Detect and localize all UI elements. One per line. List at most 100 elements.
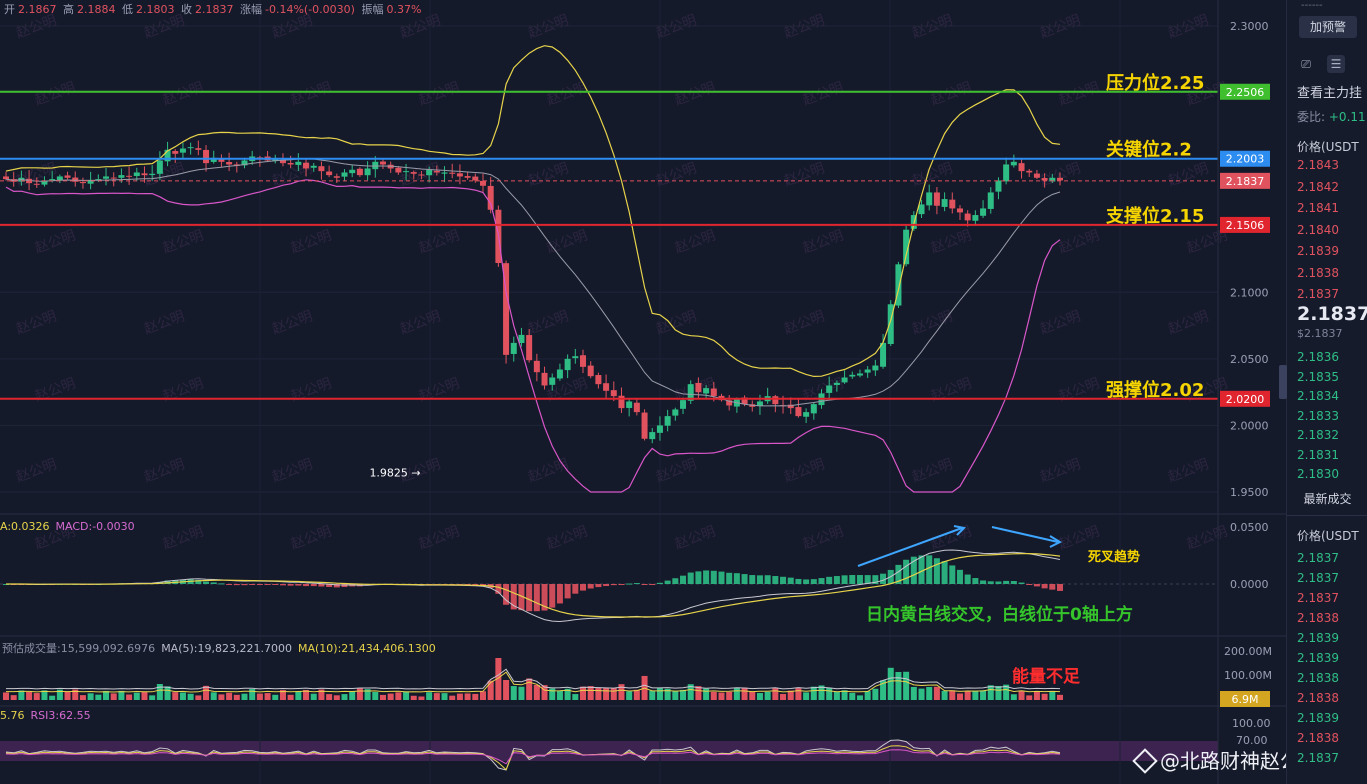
candle-body	[195, 148, 202, 150]
bollinger-upper-line	[5, 45, 1061, 378]
macd-histogram-bar	[695, 571, 702, 584]
volume-bar	[533, 684, 540, 700]
volume-bar	[95, 694, 102, 700]
volume-bar	[326, 694, 333, 700]
volume-ma5-line	[6, 668, 1061, 690]
volume-bar	[980, 690, 987, 700]
volume-bar	[126, 694, 133, 700]
volume-bar	[718, 692, 725, 700]
bid-price: 2.1835	[1297, 369, 1339, 384]
macd-histogram-bar	[772, 576, 779, 584]
volume-bar	[456, 693, 463, 700]
volume-bar	[580, 686, 587, 700]
trade-price: 2.1837	[1297, 751, 1339, 765]
candle-body	[810, 404, 817, 414]
macd-legend: A:0.0326 MACD:-0.0030	[0, 520, 135, 533]
trend-arrow	[991, 526, 1059, 543]
depth-title[interactable]: 查看主力挂	[1297, 86, 1363, 101]
bid-price: 2.1836	[1297, 350, 1339, 364]
volume-bar	[964, 691, 971, 700]
candle-body	[580, 355, 587, 367]
macd-histogram-bar	[533, 584, 540, 612]
volume-bar	[164, 686, 171, 700]
volume-bar	[895, 672, 902, 700]
volume-bar	[995, 685, 1002, 700]
candle-body	[487, 185, 494, 210]
macd-histogram-bar	[664, 580, 671, 584]
macd-tick-label: 0.0000	[1230, 578, 1269, 591]
level-label: 压力位2.25	[1106, 72, 1204, 94]
volume-bar	[187, 693, 194, 700]
candle-body	[626, 401, 633, 408]
macd-histogram-bar	[264, 584, 271, 585]
volume-annotation: 能量不足	[1012, 666, 1080, 687]
volume-bar	[956, 693, 963, 700]
candle-body	[726, 400, 733, 406]
volume-bar	[264, 693, 271, 700]
macd-histogram-bar	[518, 584, 525, 611]
macd-histogram-bar	[672, 578, 679, 584]
volume-legend: 预估成交量:15,599,092.6976 MA(5):19,823,221.70…	[2, 642, 436, 655]
macd-histogram-bar	[495, 584, 502, 594]
volume-bar	[618, 684, 625, 700]
macd-histogram-bar	[572, 584, 579, 594]
candle-body	[64, 175, 71, 178]
candle-body	[479, 180, 486, 186]
volume-bar	[487, 680, 494, 700]
latest-trades-tab[interactable]: 最新成交	[1303, 492, 1352, 506]
volume-bar	[233, 694, 240, 700]
collapse-handle[interactable]	[1279, 365, 1287, 399]
price-chart[interactable]: 2.30002.25002.20002.15002.10002.05002.00…	[0, 0, 1286, 784]
candle-body	[426, 169, 433, 176]
candle-body	[372, 161, 379, 170]
order-book-icon[interactable]: ☰	[1327, 55, 1345, 73]
macd-histogram-bar	[233, 584, 240, 586]
macd-histogram-bar	[249, 584, 256, 585]
macd-histogram-bar	[795, 578, 802, 584]
volume-bar	[226, 692, 233, 700]
volume-bar	[856, 695, 863, 700]
macd-histogram-bar	[210, 582, 217, 584]
candle-body	[603, 383, 610, 391]
macd-histogram-bar	[326, 584, 333, 587]
volume-bar	[479, 691, 486, 700]
candle-body	[126, 175, 133, 177]
candle-body	[849, 374, 856, 377]
volume-bar	[549, 688, 556, 700]
macd-histogram-bar	[933, 558, 940, 584]
candle-body	[49, 179, 56, 181]
add-alert-button[interactable]: 加预警	[1299, 16, 1357, 38]
volume-bar	[941, 690, 948, 700]
chart-background	[0, 0, 1286, 784]
volume-bar	[626, 691, 633, 700]
volume-bar	[741, 687, 748, 700]
volume-bar	[826, 687, 833, 700]
bid-price: 2.1832	[1297, 428, 1339, 442]
candle-body	[687, 384, 694, 401]
candle-body	[33, 183, 40, 185]
rsi-legend: 5.76 RSI3:62.55	[0, 709, 91, 722]
volume-bar	[203, 685, 210, 700]
macd-histogram-bar	[1033, 584, 1040, 587]
volume-bar	[18, 690, 25, 700]
candle-body	[326, 171, 333, 176]
volume-bar	[241, 693, 248, 700]
candle-body	[41, 180, 48, 185]
trade-price: 2.1837	[1297, 571, 1339, 585]
volume-bar	[41, 690, 48, 700]
volume-bar	[195, 695, 202, 700]
volume-bar	[864, 690, 871, 700]
macd-histogram-bar	[626, 583, 633, 585]
macd-histogram-bar	[272, 584, 279, 585]
volume-bar	[787, 690, 794, 700]
rsi-band	[0, 741, 1218, 761]
volume-bar	[649, 690, 656, 700]
trade-price: 2.1839	[1297, 631, 1339, 645]
candle-body	[87, 180, 94, 184]
macd-histogram-bar	[910, 556, 917, 584]
macd-histogram-bar	[587, 584, 594, 589]
candle-body	[241, 160, 248, 166]
layout-icon[interactable]: ⎚	[1301, 57, 1311, 71]
volume-bar	[887, 667, 894, 700]
order-book-panel: ------ 加预警 ⎚ ☰ 查看主力挂 委比: +0.11 价格(USDT 2…	[1279, 0, 1367, 784]
